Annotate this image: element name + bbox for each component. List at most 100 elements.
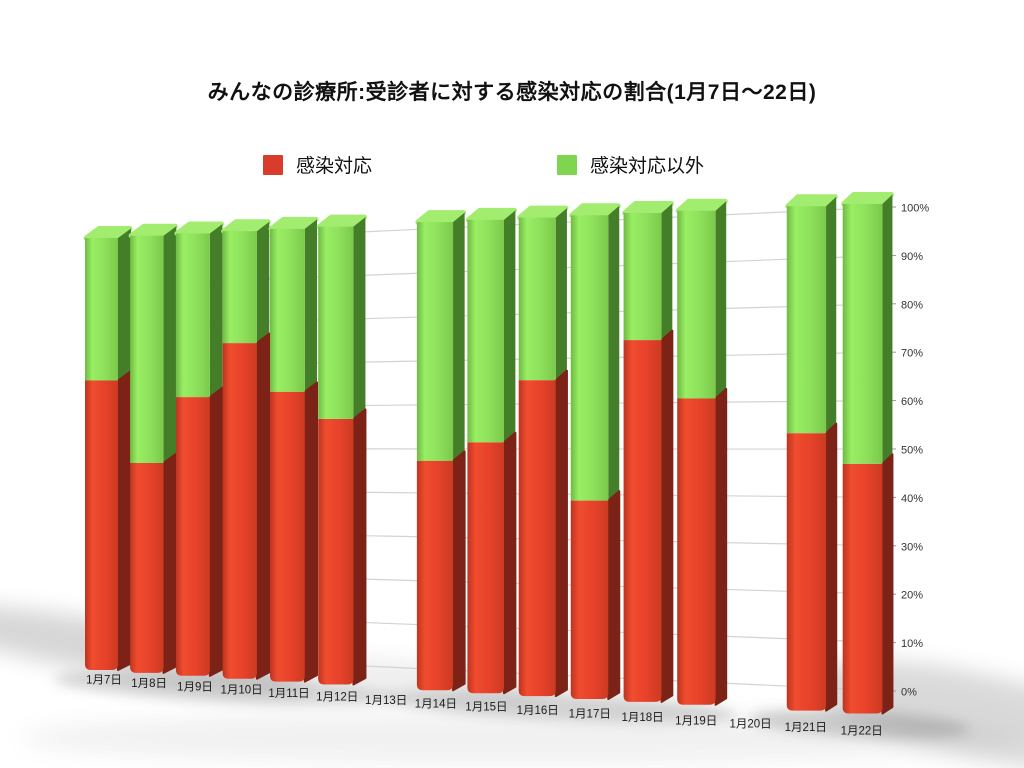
bar-segment-1月8日-感染対応以外 xyxy=(130,235,164,464)
y-axis-label-20%: 20% xyxy=(901,590,923,602)
bar-side-1月16日-感染対応 xyxy=(554,369,568,698)
x-axis-label-1月22日: 1月22日 xyxy=(841,726,883,738)
bar-segment-1月10日-感染対応 xyxy=(222,343,257,679)
y-axis-label-80%: 80% xyxy=(901,299,923,311)
legend-item-infection: 感染対応 xyxy=(263,151,372,178)
floor-shadow xyxy=(20,712,1020,764)
bar-segment-1月12日-感染対応以外 xyxy=(318,226,354,419)
x-axis-label-1月18日: 1月18日 xyxy=(621,712,663,724)
bar-side-1月21日-感染対応以外 xyxy=(826,196,837,434)
legend-item-non-infection: 感染対応以外 xyxy=(557,151,704,178)
bar-segment-1月14日-感染対応 xyxy=(416,460,454,691)
bar-1月12日 xyxy=(316,214,367,686)
bar-segment-1月22日-感染対応 xyxy=(842,463,883,714)
bar-side-1月17日-感染対応 xyxy=(607,490,621,700)
bar-side-1月15日-感染対応 xyxy=(503,431,517,695)
bar-segment-1月11日-感染対応以外 xyxy=(270,228,305,392)
y-axis-label-50%: 50% xyxy=(901,445,923,457)
bar-segment-1月12日-感染対応 xyxy=(318,418,354,685)
bar-segment-1月7日-感染対応 xyxy=(85,380,118,670)
bar-side-1月14日-感染対応以外 xyxy=(453,212,465,461)
bar-side-1月11日-感染対応 xyxy=(303,381,318,683)
x-axis-label-1月20日: 1月20日 xyxy=(729,719,771,731)
bar-side-1月22日-感染対応以外 xyxy=(882,194,893,464)
bar-side-1月8日-感染対応 xyxy=(162,452,178,674)
bar-side-1月22日-感染対応 xyxy=(881,453,894,715)
bar-segment-1月19日-感染対応 xyxy=(677,398,716,705)
bar-segment-1月16日-感染対応以外 xyxy=(518,217,556,381)
bar-segment-1月8日-感染対応 xyxy=(130,463,164,673)
bar-1月8日 xyxy=(128,223,178,674)
bar-side-1月11日-感染対応以外 xyxy=(304,219,317,392)
x-axis-label-1月12日: 1月12日 xyxy=(316,692,358,704)
bar-1月21日 xyxy=(785,194,838,712)
bar-segment-1月22日-感染対応以外 xyxy=(842,203,883,464)
x-axis-label-1月14日: 1月14日 xyxy=(415,698,457,710)
x-axis-label-1月11日: 1月11日 xyxy=(268,688,309,700)
bar-side-1月10日-感染対応 xyxy=(255,332,271,680)
x-axis-label-1月15日: 1月15日 xyxy=(465,702,507,714)
x-axis-label-1月10日: 1月10日 xyxy=(220,685,262,697)
bar-side-1月18日-感染対応 xyxy=(660,329,674,703)
legend-label-infection: 感染対応 xyxy=(296,156,373,177)
y-axis-label-70%: 70% xyxy=(901,348,923,360)
bar-segment-1月15日-感染対応 xyxy=(467,442,504,694)
bar-1月9日 xyxy=(174,221,224,677)
x-axis-label-1月16日: 1月16日 xyxy=(517,705,559,717)
bar-side-1月19日-感染対応以外 xyxy=(715,201,727,399)
bar-side-1月16日-感染対応以外 xyxy=(555,208,567,381)
x-axis-label-1月8日: 1月8日 xyxy=(131,678,167,690)
bar-side-1月21日-感染対応 xyxy=(825,422,838,712)
x-axis-label-1月19日: 1月19日 xyxy=(675,715,717,727)
y-axis-label-30%: 30% xyxy=(901,541,923,553)
y-axis-label-0%: 0% xyxy=(901,687,917,699)
bar-1月19日 xyxy=(675,198,728,706)
legend-label-non-infection: 感染対応以外 xyxy=(590,156,705,177)
bar-1月17日 xyxy=(569,203,621,700)
bar-segment-1月9日-感染対応 xyxy=(175,397,210,676)
bar-1月14日 xyxy=(415,210,467,692)
bar-1月10日 xyxy=(221,219,271,680)
bar-side-1月9日-感染対応以外 xyxy=(209,223,223,398)
bar-side-1月9日-感染対応 xyxy=(208,386,224,677)
bar-segment-1月18日-感染対応以外 xyxy=(623,213,662,341)
y-axis-right: 0% 10% 20% 30% 40% 50% 60% 70% 80% 90% 100% xyxy=(889,203,929,699)
bar-segment-1月21日-感染対応 xyxy=(786,433,827,711)
bar-side-1月8日-感染対応以外 xyxy=(163,226,177,464)
legend-swatch-non-infection-icon xyxy=(557,154,577,175)
x-axis-label-1月17日: 1月17日 xyxy=(569,709,611,721)
bar-segment-1月7日-感染対応以外 xyxy=(85,238,118,381)
bar-side-1月12日-感染対応以外 xyxy=(353,217,366,419)
bar-side-1月19日-感染対応 xyxy=(714,387,728,706)
bar-segment-1月15日-感染対応以外 xyxy=(467,219,504,443)
bar-side-1月14日-感染対応 xyxy=(452,450,466,692)
bar-segment-1月10日-感染対応以外 xyxy=(222,231,257,344)
bar-1月15日 xyxy=(465,207,517,695)
chart-title: みんなの診療所:受診者に対する感染対応の割合(1月7日〜22日) xyxy=(207,81,817,104)
bar-segment-1月16日-感染対応 xyxy=(518,380,556,697)
x-axis-label-1月7日: 1月7日 xyxy=(86,675,122,687)
bar-segment-1月14日-感染対応以外 xyxy=(416,222,454,461)
bar-segment-1月18日-感染対応 xyxy=(623,340,662,702)
floor-shadow xyxy=(53,671,397,705)
bar-side-1月10日-感染対応以外 xyxy=(256,221,270,344)
bar-side-1月17日-感染対応以外 xyxy=(608,205,620,501)
bar-1月16日 xyxy=(517,205,569,698)
y-axis-label-40%: 40% xyxy=(901,493,923,505)
bar-1月22日 xyxy=(841,191,894,715)
bar-side-1月18日-感染対応以外 xyxy=(661,203,673,341)
bar-segment-1月11日-感染対応 xyxy=(270,391,305,682)
bar-1月7日 xyxy=(83,226,133,671)
x-axis-label-1月13日: 1月13日 xyxy=(365,695,407,707)
bar-segment-1月17日-感染対応以外 xyxy=(570,215,609,501)
bar-segment-1月9日-感染対応以外 xyxy=(175,233,210,398)
x-axis-labels: 1月7日 1月8日 1月9日 1月10日 1月11日 1月12日 1月13日 1月14日 1月1… xyxy=(86,675,883,738)
x-axis-label-1月21日: 1月21日 xyxy=(785,722,827,734)
bar-side-1月7日-感染対応 xyxy=(117,370,132,671)
x-axis-label-1月9日: 1月9日 xyxy=(177,681,213,693)
y-axis-label-90%: 90% xyxy=(901,251,923,263)
bars-layer xyxy=(83,191,894,715)
bar-segment-1月19日-感染対応以外 xyxy=(677,210,716,399)
